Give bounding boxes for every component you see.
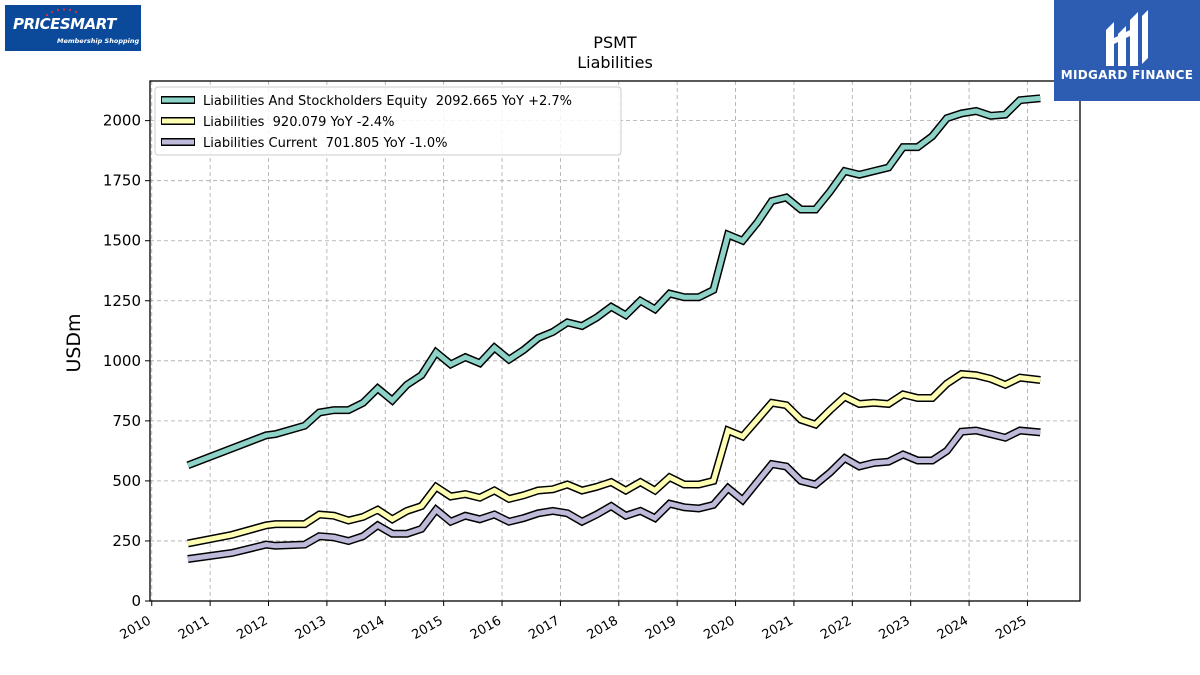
chart-title: PSMT	[593, 33, 637, 52]
x-axis-ticks: 2010 2011 2012 2013 2014 2015 2016 2017 2018 2019…	[118, 601, 1029, 643]
y-tick-label: 1250	[103, 292, 141, 310]
x-tick-label: 2024	[935, 613, 971, 643]
x-tick-label: 2020	[701, 613, 737, 643]
pricesmart-logo: PRICESMART Membership Shopping	[5, 5, 141, 51]
legend: Liabilities And Stockholders Equity 2092…	[154, 86, 622, 156]
y-tick-label: 250	[112, 532, 141, 550]
series-1-line	[187, 371, 1041, 546]
legend-box	[154, 86, 622, 156]
plot-frame	[149, 80, 1081, 602]
legend-label: Liabilities And Stockholders Equity 2092…	[203, 94, 572, 109]
x-tick-label: 2016	[468, 613, 504, 643]
y-tick-label: 750	[112, 412, 141, 430]
series-2-line	[187, 427, 1041, 562]
midgard-mark-icon	[1106, 10, 1148, 66]
x-tick-label: 2013	[293, 613, 329, 643]
series-0-line	[187, 95, 1041, 468]
x-tick-label: 2021	[760, 613, 796, 643]
legend-label: Liabilities Current 701.805 YoY -1.0%	[203, 136, 447, 151]
x-tick-label: 2010	[118, 613, 154, 643]
logo-wordmark: PRICESMART	[13, 15, 116, 33]
legend-label: Liabilities 920.079 YoY -2.4%	[203, 115, 395, 130]
x-tick-label: 2011	[176, 613, 212, 643]
logo-tagline: Membership Shopping	[57, 37, 140, 45]
x-tick-label: 2014	[351, 613, 387, 643]
legend-item-current: Liabilities Current 701.805 YoY -1.0%	[161, 136, 447, 151]
series-lines	[186, 94, 1041, 563]
y-tick-label: 500	[112, 472, 141, 490]
x-tick-label: 2015	[409, 613, 445, 643]
y-axis-label: USDm	[63, 313, 85, 372]
legend-item-liabilities: Liabilities 920.079 YoY -2.4%	[161, 115, 395, 130]
y-tick-label: 2000	[103, 112, 141, 130]
y-axis-ticks: 0 250 500 750 1000 1250 1500 1750 2000	[103, 112, 150, 610]
x-tick-label: 2019	[643, 613, 679, 643]
x-tick-label: 2023	[877, 613, 913, 643]
y-tick-label: 1750	[103, 172, 141, 190]
y-tick-label: 1500	[103, 232, 141, 250]
legend-item-total: Liabilities And Stockholders Equity 2092…	[161, 94, 572, 109]
logo-stars-icon	[45, 8, 78, 17]
y-tick-label: 0	[131, 592, 141, 610]
x-tick-label: 2025	[993, 613, 1029, 643]
y-tick-label: 1000	[103, 352, 141, 370]
x-tick-label: 2017	[526, 613, 562, 643]
x-tick-label: 2022	[818, 613, 854, 643]
x-tick-label: 2018	[585, 613, 621, 643]
chart-subtitle: Liabilities	[577, 53, 653, 72]
x-tick-label: 2012	[234, 613, 270, 643]
midgard-finance-logo: MIDGARD FINANCE	[1054, 0, 1200, 101]
logo-wordmark: MIDGARD FINANCE	[1060, 68, 1194, 82]
